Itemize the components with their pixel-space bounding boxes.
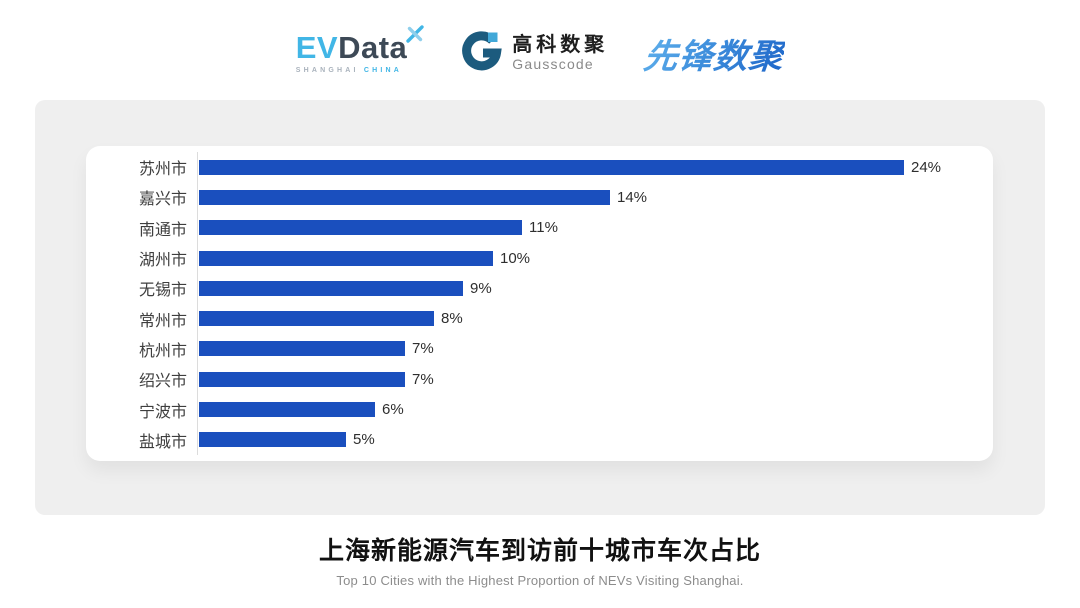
bar-row: 宁波市 6% bbox=[86, 394, 993, 424]
bar-row: 盐城市 5% bbox=[86, 425, 993, 455]
bar-row: 南通市 11% bbox=[86, 213, 993, 243]
bar bbox=[199, 159, 904, 175]
chart-subtitle: Top 10 Cities with the Highest Proportio… bbox=[336, 573, 744, 588]
evdata-shanghai-text: SHANGHAI bbox=[295, 67, 359, 74]
bar-row: 无锡市 9% bbox=[86, 273, 993, 303]
gausscode-logo: 高科数聚 Gausscode bbox=[459, 31, 608, 75]
evdata-ev-text: EV bbox=[295, 30, 339, 65]
value-label: 14% bbox=[617, 188, 648, 206]
category-label: 无锡市 bbox=[138, 282, 187, 300]
value-label: 7% bbox=[412, 370, 434, 388]
value-label: 24% bbox=[911, 158, 942, 176]
category-label: 常州市 bbox=[138, 312, 187, 330]
value-label: 7% bbox=[412, 340, 434, 358]
category-label: 苏州市 bbox=[138, 161, 187, 179]
evdata-logo: EV Data SHANGHAI CHINA bbox=[296, 25, 424, 74]
bar bbox=[199, 189, 610, 205]
xianfeng-text: 先锋数聚 bbox=[641, 37, 786, 76]
xianfeng-logo: 先锋数聚 bbox=[642, 29, 787, 78]
bar bbox=[199, 371, 405, 387]
value-label: 9% bbox=[470, 279, 492, 297]
bar-row: 苏州市 24% bbox=[86, 152, 993, 182]
evdata-china-text: CHINA bbox=[363, 67, 402, 74]
evdata-wordmark: EV Data bbox=[296, 32, 408, 63]
gausscode-g-icon bbox=[462, 31, 502, 71]
gausscode-en-text: Gausscode bbox=[512, 55, 594, 72]
caption: 上海新能源汽车到访前十城市车次占比 Top 10 Cities with the… bbox=[0, 531, 1080, 588]
category-label: 盐城市 bbox=[138, 433, 187, 451]
bar-row: 杭州市 7% bbox=[86, 334, 993, 364]
category-label: 南通市 bbox=[138, 221, 187, 239]
bar bbox=[199, 220, 522, 236]
bar-row: 绍兴市 7% bbox=[86, 364, 993, 394]
y-axis-line bbox=[197, 152, 198, 455]
category-label: 宁波市 bbox=[138, 403, 187, 421]
header-logos: EV Data SHANGHAI CHINA 高科数聚 Gausscode 先锋数… bbox=[0, 24, 1080, 82]
chart-title: 上海新能源汽车到访前十城市车次占比 bbox=[318, 537, 761, 565]
bar bbox=[199, 402, 375, 418]
chart-card: 苏州市 24% 嘉兴市 14% 南通市 11% 湖州市 10% 无锡市 9% 常… bbox=[86, 146, 993, 461]
chart-panel: 苏州市 24% 嘉兴市 14% 南通市 11% 湖州市 10% 无锡市 9% 常… bbox=[35, 100, 1045, 515]
evdata-subtext: SHANGHAI CHINA bbox=[296, 67, 408, 74]
bar bbox=[199, 250, 493, 266]
bar bbox=[199, 341, 405, 357]
value-label: 5% bbox=[353, 431, 375, 449]
category-label: 绍兴市 bbox=[138, 373, 187, 391]
gausscode-text: 高科数聚 Gausscode bbox=[512, 34, 608, 72]
value-label: 8% bbox=[441, 310, 463, 328]
bar bbox=[199, 432, 346, 448]
category-label: 杭州市 bbox=[138, 342, 187, 360]
bar-row: 嘉兴市 14% bbox=[86, 182, 993, 212]
value-label: 6% bbox=[382, 401, 404, 419]
bar bbox=[199, 280, 463, 296]
gausscode-cn-text: 高科数聚 bbox=[512, 33, 609, 56]
value-label: 11% bbox=[529, 219, 558, 237]
evdata-star-icon bbox=[406, 25, 424, 43]
evdata-data-text: Data bbox=[338, 30, 408, 65]
bar bbox=[199, 311, 434, 327]
bar-chart: 苏州市 24% 嘉兴市 14% 南通市 11% 湖州市 10% 无锡市 9% 常… bbox=[86, 152, 993, 455]
value-label: 10% bbox=[500, 249, 531, 267]
category-label: 湖州市 bbox=[138, 252, 187, 270]
category-label: 嘉兴市 bbox=[138, 191, 187, 209]
bar-row: 常州市 8% bbox=[86, 303, 993, 333]
bar-row: 湖州市 10% bbox=[86, 243, 993, 273]
